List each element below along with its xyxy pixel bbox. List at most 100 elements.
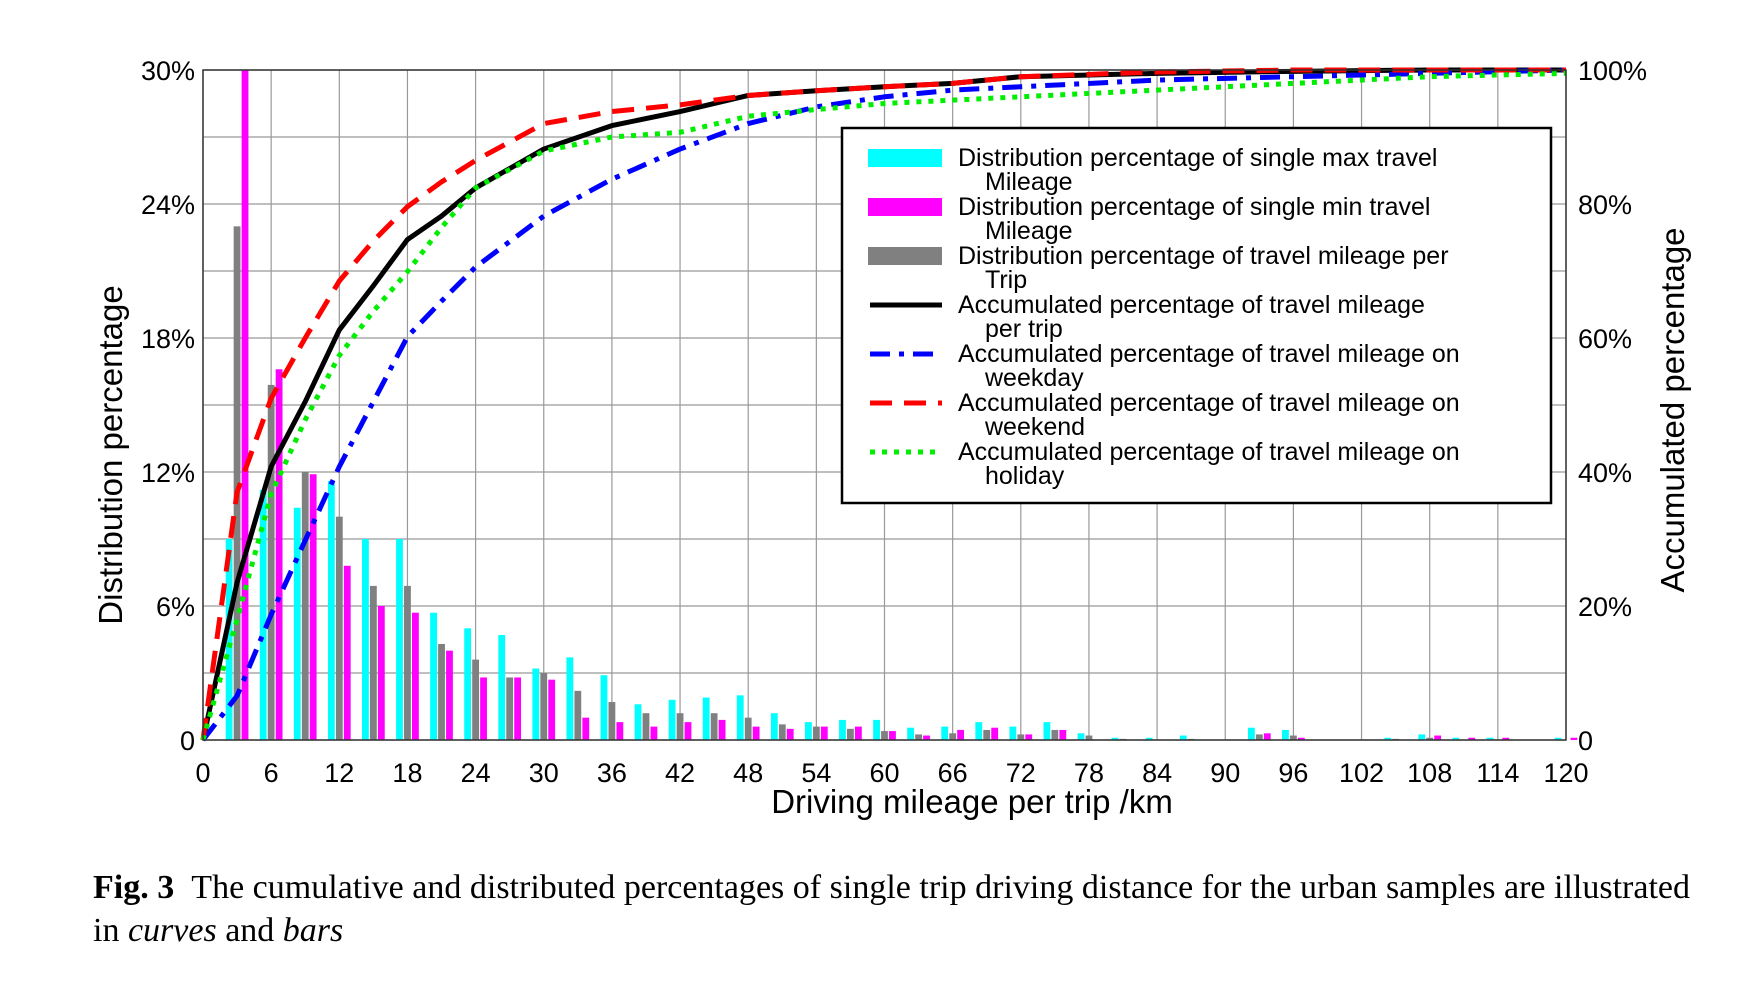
bar (1418, 734, 1426, 740)
caption-label: Fig. 3 (93, 869, 175, 906)
x-tick-label: 90 (1210, 758, 1240, 788)
bar (540, 673, 548, 740)
y-tick-label: 12% (141, 458, 195, 488)
bar (438, 643, 445, 740)
x-tick-label: 120 (1543, 758, 1588, 788)
bar (1554, 737, 1562, 740)
bar (335, 516, 343, 740)
bar (702, 697, 710, 740)
bar (820, 726, 828, 740)
x-tick-label: 84 (1142, 758, 1172, 788)
bar (600, 675, 608, 740)
bar (812, 726, 820, 740)
bar (804, 722, 812, 740)
bar (786, 728, 794, 740)
caption-text: and (216, 912, 283, 949)
legend-swatch (868, 198, 942, 216)
bar (634, 704, 642, 740)
bar (1282, 729, 1289, 740)
bar (327, 480, 335, 740)
x-tick-label: 30 (529, 758, 559, 788)
bar (684, 722, 692, 740)
bar (1059, 729, 1067, 740)
bar (566, 657, 574, 740)
bar (532, 668, 540, 740)
bar (668, 699, 676, 740)
bar (275, 369, 283, 740)
x-tick-label: 12 (324, 758, 354, 788)
bar (446, 650, 453, 740)
bar (1255, 734, 1263, 740)
bar (411, 612, 419, 740)
bar (574, 690, 582, 740)
bar (1384, 737, 1392, 740)
x-tick-label: 48 (733, 758, 763, 788)
x-tick-label: 6 (264, 758, 279, 788)
bar (241, 70, 249, 740)
y2-tick-label: 0 (1578, 726, 1593, 756)
bar (548, 679, 556, 740)
bar (1289, 735, 1297, 740)
legend-label: Distribution percentage of travel mileag… (958, 242, 1449, 270)
legend-label: Accumulated percentage of travel mileage… (958, 438, 1460, 466)
x-tick-label: 108 (1407, 758, 1452, 788)
bar (1247, 727, 1255, 740)
bar (472, 659, 480, 740)
bar (650, 726, 658, 740)
bar (225, 539, 233, 740)
y2-tick-label: 80% (1578, 190, 1632, 220)
series-line (200, 67, 1566, 741)
legend-label: Distribution percentage of single min tr… (958, 193, 1430, 221)
x-tick-label: 102 (1339, 758, 1384, 788)
plot-frame (202, 69, 1567, 741)
bar (1111, 737, 1119, 740)
bar (941, 726, 949, 740)
bar (907, 727, 915, 740)
legend-label: Mileage (985, 168, 1073, 196)
bar (396, 539, 403, 740)
bar (430, 612, 437, 740)
bar (514, 677, 522, 740)
y-tick-label: 30% (141, 56, 195, 86)
x-tick-label: 0 (195, 758, 210, 788)
bar (854, 726, 862, 740)
legend-swatch (868, 247, 942, 265)
bar (923, 735, 930, 740)
bar (608, 702, 616, 740)
bar (839, 719, 846, 740)
x-tick-label: 36 (597, 758, 627, 788)
bars (225, 70, 1578, 741)
bar (718, 719, 726, 740)
bar (233, 226, 241, 741)
bar (847, 728, 854, 740)
bar (1468, 737, 1476, 740)
bar (1025, 734, 1033, 740)
y-tick-label: 6% (156, 592, 195, 622)
bar (362, 539, 369, 740)
tick-labels: 0 6 12 18 24 30 36 42 48 54 60 66 72 78 84 90 96 102 108 11… (141, 56, 1647, 788)
y2-tick-label: 20% (1578, 592, 1632, 622)
bar (506, 677, 514, 740)
legend-label: holiday (985, 462, 1065, 490)
bar (873, 719, 880, 740)
y2-tick-label: 40% (1578, 458, 1632, 488)
bar (1085, 735, 1093, 740)
bar (1077, 733, 1085, 740)
bar (377, 606, 385, 740)
bar (736, 695, 744, 740)
x-tick-label: 72 (1006, 758, 1036, 788)
x-tick-label: 18 (392, 758, 422, 788)
bar (1570, 737, 1578, 740)
x-tick-label: 96 (1278, 758, 1308, 788)
bar (752, 726, 760, 740)
bar (676, 713, 684, 740)
bar (1452, 737, 1460, 740)
legend-label: Accumulated percentage of travel mileage (958, 291, 1425, 319)
bar (616, 722, 624, 740)
y-axis-title: Distribution percentage (92, 285, 129, 624)
legend-label: Trip (985, 266, 1027, 294)
y2-tick-label: 100% (1578, 56, 1647, 86)
bar (642, 713, 650, 740)
